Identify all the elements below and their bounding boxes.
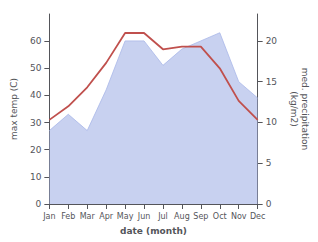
svg-text:med. precipitation: med. precipitation (300, 68, 310, 150)
svg-text:Jun: Jun (137, 212, 151, 221)
svg-text:Apr: Apr (99, 212, 114, 221)
svg-text:Jan: Jan (42, 212, 55, 221)
svg-text:20: 20 (30, 145, 42, 155)
svg-text:(kg/m2): (kg/m2) (289, 91, 299, 126)
svg-text:20: 20 (266, 36, 278, 46)
svg-text:Sep: Sep (193, 212, 208, 221)
svg-text:50: 50 (30, 63, 42, 73)
svg-text:10: 10 (266, 117, 278, 127)
svg-text:May: May (117, 212, 134, 221)
svg-text:Feb: Feb (61, 212, 75, 221)
svg-text:30: 30 (30, 118, 42, 128)
svg-text:date (month): date (month) (120, 226, 187, 236)
svg-text:10: 10 (30, 172, 42, 182)
svg-text:0: 0 (36, 199, 42, 209)
svg-text:Nov: Nov (231, 212, 247, 221)
svg-text:0: 0 (266, 199, 272, 209)
svg-text:5: 5 (266, 158, 272, 168)
svg-text:60: 60 (30, 36, 42, 46)
svg-text:Mar: Mar (80, 212, 96, 221)
svg-text:40: 40 (30, 90, 42, 100)
svg-text:Dec: Dec (250, 212, 265, 221)
svg-text:Jul: Jul (157, 212, 168, 221)
svg-text:Aug: Aug (174, 212, 190, 221)
svg-text:max temp (C): max temp (C) (9, 78, 19, 140)
svg-text:15: 15 (266, 77, 277, 87)
svg-text:Oct: Oct (213, 212, 227, 221)
